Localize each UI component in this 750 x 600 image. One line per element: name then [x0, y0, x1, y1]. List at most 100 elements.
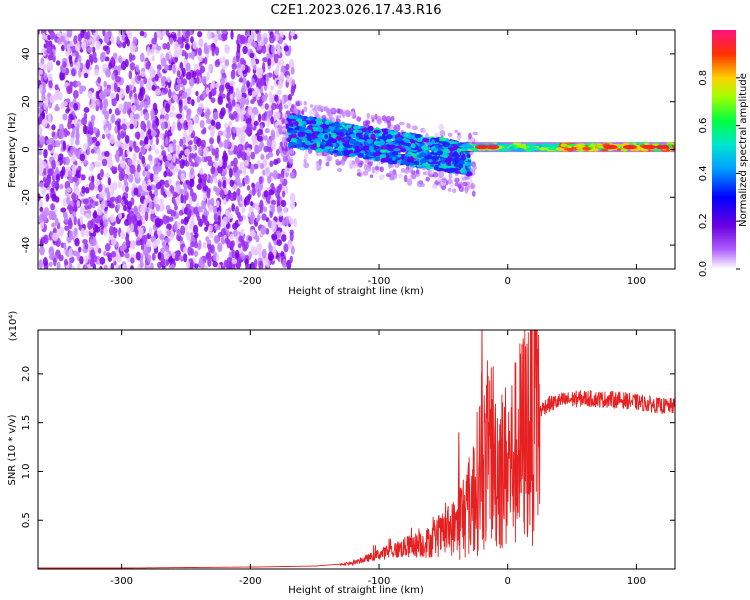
- heatmap-cell: [65, 108, 70, 114]
- heatmap-cell: [129, 210, 135, 221]
- heatmap-cell: [79, 153, 86, 162]
- heatmap-cell: [220, 83, 225, 92]
- heatmap-cell: [237, 143, 244, 152]
- heatmap-cell: [280, 199, 287, 208]
- heatmap-cell: [190, 36, 194, 44]
- heatmap-cell: [228, 102, 233, 112]
- heatmap-cell: [221, 265, 226, 269]
- figure-title: C2E1.2023.026.17.43.R16: [270, 3, 441, 18]
- heatmap-cell: [125, 84, 130, 94]
- heatmap-cell: [153, 174, 159, 184]
- heatmap-cell: [97, 155, 104, 162]
- heatmap-cell: [435, 137, 440, 143]
- heatmap-cell: [343, 151, 348, 156]
- heatmap-cell: [130, 95, 136, 104]
- heatmap-cell: [205, 87, 210, 95]
- heatmap-cell: [53, 93, 60, 101]
- heatmap-cell: [284, 167, 291, 174]
- heatmap-cell: [336, 151, 342, 157]
- x-tick-label: -300: [110, 276, 133, 287]
- heatmap-cell: [283, 45, 289, 52]
- heatmap-cell: [41, 118, 48, 128]
- heatmap-cell: [229, 179, 235, 187]
- heatmap-cell: [173, 49, 180, 58]
- heatmap-cell: [143, 123, 147, 133]
- heatmap-cell: [231, 132, 236, 141]
- heatmap-cell: [356, 168, 362, 174]
- heatmap-cell: [179, 138, 184, 147]
- heatmap-cell: [83, 107, 90, 113]
- heatmap-cell: [50, 210, 56, 221]
- heatmap-cell: [210, 131, 215, 138]
- heatmap-cell: [276, 89, 283, 96]
- heatmap-cell: [188, 77, 195, 87]
- heatmap-cell: [195, 69, 200, 76]
- heatmap-cell: [352, 112, 357, 119]
- heatmap-cell: [117, 181, 122, 189]
- heatmap-cell: [119, 158, 126, 169]
- heatmap-cell: [163, 251, 170, 260]
- heatmap-cell: [78, 54, 82, 63]
- heatmap-cell: [116, 36, 121, 45]
- heatmap-cell: [92, 230, 97, 237]
- heatmap-cell: [68, 176, 73, 183]
- heatmap-cell: [119, 251, 125, 258]
- heatmap-cell: [139, 227, 144, 236]
- heatmap-cell: [290, 67, 295, 75]
- y-tick-label: 2.0: [21, 366, 32, 382]
- heatmap-cell: [226, 230, 230, 236]
- heatmap-cell: [150, 48, 154, 56]
- heatmap-cell: [211, 46, 215, 57]
- heatmap-cell: [295, 101, 301, 107]
- heatmap-cell: [88, 163, 94, 172]
- heatmap-cell: [231, 63, 238, 70]
- heatmap-cell: [383, 136, 388, 142]
- heatmap-cell: [173, 223, 178, 231]
- heatmap-cell: [344, 109, 350, 115]
- heatmap-cell: [513, 142, 522, 146]
- heatmap-cell: [166, 42, 171, 51]
- heatmap-cell: [77, 218, 81, 227]
- heatmap-cell: [117, 133, 121, 141]
- heatmap-cell: [179, 105, 183, 114]
- heatmap-cell: [190, 50, 195, 60]
- heatmap-cell: [256, 45, 262, 51]
- heatmap-cell: [229, 193, 236, 202]
- heatmap-cell: [221, 64, 227, 70]
- heatmap-cell: [199, 119, 205, 129]
- heatmap-cell: [70, 156, 76, 163]
- heatmap-cell: [170, 230, 174, 241]
- heatmap-cell: [460, 175, 464, 183]
- heatmap-cell: [56, 261, 61, 269]
- heatmap-cell: [219, 76, 225, 85]
- heatmap-cell: [120, 60, 127, 71]
- heatmap-cell: [280, 251, 285, 257]
- heatmap-cell: [441, 177, 447, 184]
- heatmap-cell: [406, 122, 411, 129]
- heatmap-cell: [79, 174, 86, 181]
- heatmap-cell: [73, 102, 79, 111]
- heatmap-cell: [109, 92, 115, 100]
- heatmap-cell: [309, 104, 314, 108]
- heatmap-cell: [38, 165, 41, 174]
- heatmap-cell: [282, 127, 286, 133]
- heatmap-cell: [144, 211, 149, 222]
- heatmap-cell: [146, 170, 151, 180]
- heatmap-cell: [265, 228, 270, 235]
- heatmap-cell: [256, 95, 260, 101]
- heatmap-cell: [501, 147, 512, 151]
- heatmap-cell: [108, 62, 113, 70]
- heatmap-cell: [39, 206, 44, 212]
- heatmap-cell: [101, 133, 106, 140]
- heatmap-cell: [198, 55, 203, 63]
- heatmap-cell: [104, 243, 111, 252]
- heatmap-cell: [198, 146, 203, 156]
- x-tick-label: 100: [627, 276, 646, 287]
- heatmap-cell: [116, 203, 121, 210]
- heatmap-cell: [139, 30, 145, 37]
- heatmap-cell: [191, 99, 195, 107]
- heatmap-cell: [301, 110, 305, 116]
- heatmap-cell: [97, 183, 103, 193]
- heatmap-cell: [462, 176, 467, 181]
